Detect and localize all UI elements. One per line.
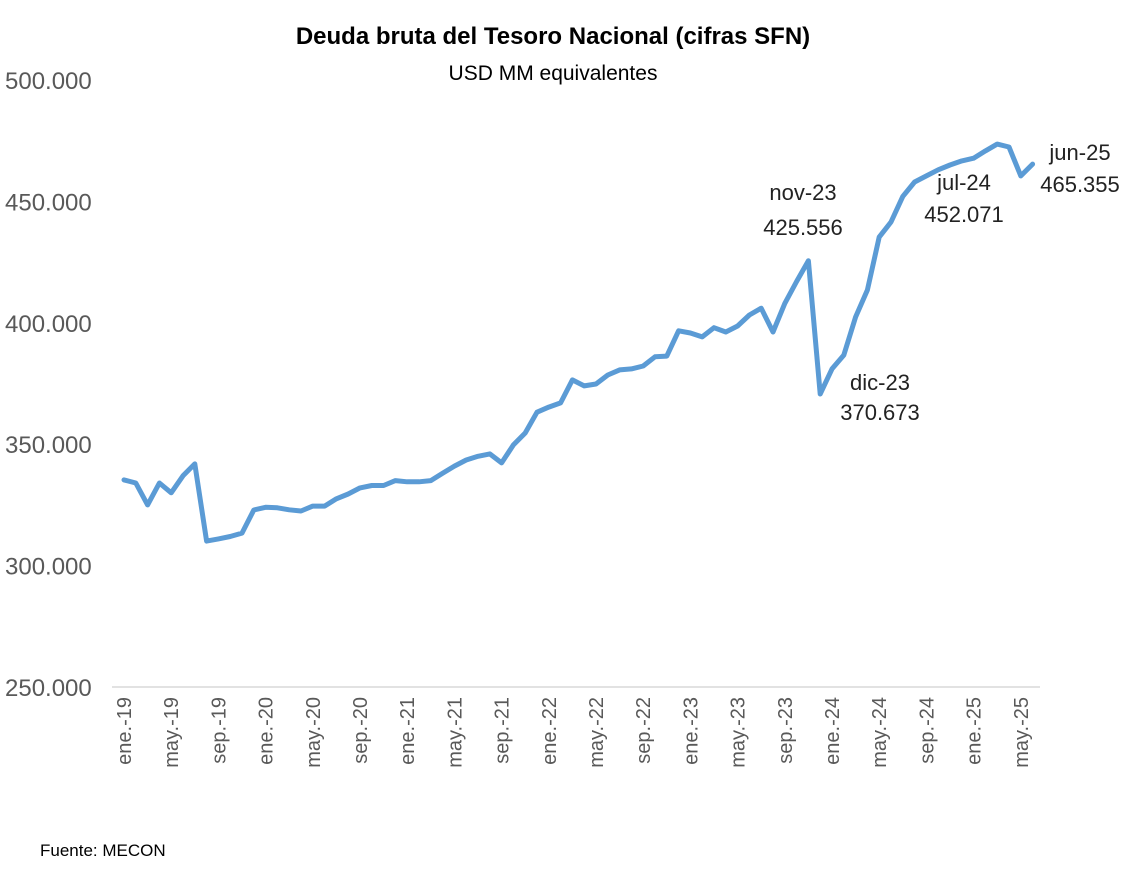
y-tick-label: 500.000	[5, 68, 92, 95]
x-tick-label: sep.-23	[775, 697, 797, 764]
y-axis: 250.000 300.000 350.000 400.000 450.000 500.0…	[5, 68, 92, 702]
x-tick-label: may.-24	[869, 697, 891, 768]
x-tick-label: may.-22	[586, 697, 608, 768]
x-tick-label: ene.-19	[114, 697, 136, 765]
x-tick-label: ene.-24	[822, 697, 844, 765]
x-tick-label: may.-21	[444, 697, 466, 768]
annotation-label: jun-25	[1048, 140, 1110, 165]
x-tick-label: may.-20	[303, 697, 325, 768]
x-tick-label: sep.-19	[208, 697, 230, 764]
y-tick-label: 250.000	[5, 675, 92, 702]
y-tick-label: 450.000	[5, 189, 92, 216]
annotations: nov-23 425.556 dic-23 370.673 jul-24 452.071 j…	[763, 140, 1120, 425]
annotation-label: dic-23	[850, 370, 910, 395]
x-tick-label: sep.-24	[916, 697, 938, 764]
series-group	[121, 141, 1036, 544]
x-tick-label: may.-19	[161, 697, 183, 768]
chart-subtitle: USD MM equivalentes	[449, 62, 658, 85]
annotation-value: 370.673	[840, 400, 920, 425]
series-line	[121, 141, 1036, 544]
annotation-value: 425.556	[763, 215, 843, 240]
y-tick-label: 350.000	[5, 432, 92, 459]
annotation-value: 465.355	[1040, 172, 1120, 197]
annotation-label: nov-23	[769, 180, 836, 205]
x-tick-label: may.-23	[728, 697, 750, 768]
y-tick-label: 300.000	[5, 554, 92, 581]
x-tick-label: ene.-22	[539, 697, 561, 765]
x-tick-label: sep.-22	[633, 697, 655, 764]
x-tick-label: sep.-21	[492, 697, 514, 764]
annotation-label: jul-24	[936, 170, 991, 195]
annotation-value: 452.071	[924, 202, 1004, 227]
y-tick-label: 400.000	[5, 311, 92, 338]
x-tick-label: ene.-23	[680, 697, 702, 765]
x-tick-label: ene.-25	[964, 697, 986, 765]
x-tick-label: ene.-21	[397, 697, 419, 765]
chart-title: Deuda bruta del Tesoro Nacional (cifras …	[296, 23, 810, 50]
x-tick-label: may.-25	[1011, 697, 1033, 768]
x-axis: ene.-19 may.-19 sep.-19 ene.-20 may.-20 sep.-…	[114, 697, 1033, 768]
x-tick-label: ene.-20	[256, 697, 278, 765]
x-tick-label: sep.-20	[350, 697, 372, 764]
source-note: Fuente: MECON	[40, 841, 166, 860]
